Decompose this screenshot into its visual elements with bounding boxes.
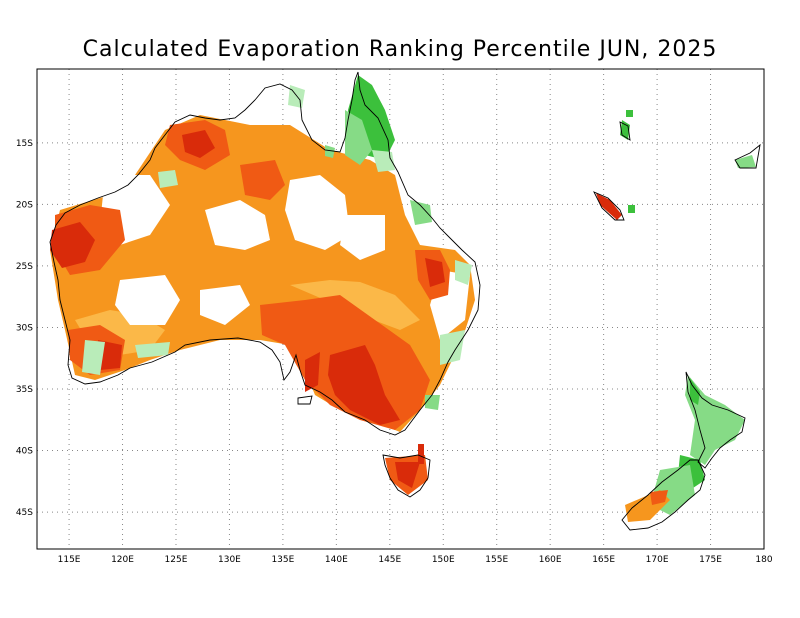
- region-below-nz-north: [685, 375, 745, 465]
- new-caledonia-coastline: [593, 191, 625, 221]
- y-tick-label: 20S: [16, 200, 33, 210]
- region-below-victoria: [425, 395, 440, 410]
- y-tick-label: 45S: [16, 508, 33, 518]
- y-tick-label: 25S: [16, 262, 33, 272]
- x-tick-label: 180: [755, 555, 772, 565]
- region-slightly-below-cape-york: [372, 150, 395, 172]
- region-very-high-north: [182, 130, 215, 158]
- region-neutral-interior-6: [340, 215, 385, 260]
- nz-north-island-coastline: [685, 371, 746, 469]
- x-tick-label: 170E: [646, 555, 669, 565]
- region-very-high-west: [50, 222, 95, 268]
- x-tick-label: 120E: [111, 555, 134, 565]
- vanuatu-coastline: [619, 121, 631, 141]
- x-tick-label: 145E: [378, 555, 401, 565]
- y-tick-label: 40S: [16, 447, 33, 457]
- x-tick-label: 160E: [539, 555, 562, 565]
- region-slightly-below-sw: [82, 340, 105, 375]
- x-tick-label: 140E: [325, 555, 348, 565]
- fiji-coastline: [734, 143, 761, 169]
- region-very-high-south-gulf: [305, 352, 320, 392]
- region-low-pacific-islet: [628, 205, 635, 213]
- region-neutral-interior-4: [115, 275, 180, 325]
- y-tick-label: 15S: [16, 139, 33, 149]
- region-slightly-below-bight: [135, 342, 170, 358]
- map-title: Calculated Evaporation Ranking Percentil…: [83, 37, 718, 62]
- australia-coastline: [49, 71, 481, 436]
- longitude-tick-labels: 115E 120E 125E 130E 135E 140E 145E 150E 155E 160E…: [58, 555, 773, 565]
- region-low-island: [626, 110, 633, 117]
- region-slightly-above-east: [290, 280, 420, 330]
- y-tick-label: 30S: [16, 323, 33, 333]
- region-very-high-queensland: [425, 258, 445, 287]
- region-very-high-southeast: [328, 345, 400, 425]
- region-neutral-interior-2: [205, 200, 270, 250]
- x-tick-label: 165E: [592, 555, 615, 565]
- coastlines: [49, 71, 761, 531]
- region-neutral-interior-5: [200, 285, 250, 325]
- region-very-high-new-caledonia: [596, 193, 622, 220]
- region-slightly-below-kimberley: [158, 170, 178, 188]
- nz-south-island-coastline: [621, 459, 706, 531]
- x-tick-label: 130E: [218, 555, 241, 565]
- kangaroo-island-coastline: [297, 395, 313, 405]
- region-very-high-tasmania-strip: [418, 444, 424, 464]
- region-very-high-tasmania: [395, 462, 420, 488]
- region-below-fiji: [735, 155, 756, 168]
- region-high-central: [240, 160, 285, 200]
- tasmania-coastline: [382, 454, 431, 498]
- region-neutral-interior-3: [285, 175, 350, 250]
- region-slightly-below-east-coast: [455, 260, 472, 285]
- lat-lon-grid: [37, 69, 764, 549]
- region-below-cape-york: [345, 110, 372, 165]
- x-tick-label: 150E: [432, 555, 455, 565]
- y-tick-label: 35S: [16, 385, 33, 395]
- region-slightly-below-arnhem: [288, 85, 305, 108]
- region-slightly-below-gulf: [325, 145, 335, 158]
- x-tick-label: 135E: [271, 555, 294, 565]
- region-low-nz-north: [690, 378, 700, 405]
- percentile-shading: [50, 75, 756, 522]
- x-tick-label: 115E: [58, 555, 81, 565]
- x-tick-label: 125E: [165, 555, 188, 565]
- region-slightly-below-nsw: [440, 330, 465, 365]
- region-below-east-coast: [410, 200, 432, 225]
- map-frame: [36, 68, 765, 550]
- x-tick-label: 155E: [485, 555, 508, 565]
- latitude-tick-labels: 15S 20S 25S 30S 35S 40S 45S: [16, 139, 33, 518]
- region-high-nz-south: [650, 490, 668, 505]
- x-tick-label: 175E: [699, 555, 722, 565]
